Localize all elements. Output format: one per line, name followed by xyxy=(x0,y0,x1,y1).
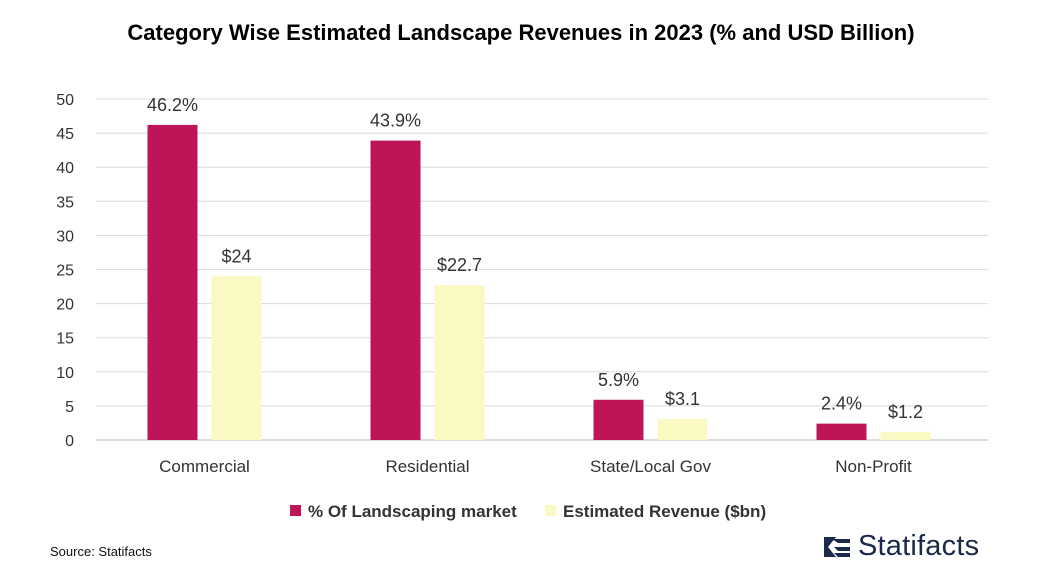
y-tick-label: 5 xyxy=(65,399,74,416)
x-tick-label: State/Local Gov xyxy=(590,457,711,476)
legend-label: Estimated Revenue ($bn) xyxy=(563,502,766,521)
data-labels: 46.2% $24 43.9% $22.7 5.9% $3.1 2.4% $1.2 xyxy=(147,95,923,422)
y-tick-label: 10 xyxy=(56,365,74,382)
data-label: 2.4% xyxy=(821,394,862,414)
bar-market-share xyxy=(816,423,867,440)
brand-name: Statifacts xyxy=(858,530,980,562)
y-axis-ticks: 0 5 10 15 20 25 30 35 40 45 50 xyxy=(56,92,74,450)
bar-revenue xyxy=(211,276,262,440)
brand-logo: Statifacts xyxy=(822,530,979,563)
chart-title: Category Wise Estimated Landscape Revenu… xyxy=(127,20,915,45)
x-tick-label: Residential xyxy=(385,457,469,476)
y-tick-label: 20 xyxy=(56,297,74,314)
y-tick-label: 25 xyxy=(56,263,74,280)
y-tick-label: 40 xyxy=(56,160,74,177)
data-label: $3.1 xyxy=(665,389,700,409)
bar-market-share xyxy=(370,140,421,441)
data-label: 46.2% xyxy=(147,95,198,115)
bar-market-share xyxy=(147,124,198,440)
data-label: 5.9% xyxy=(598,370,639,390)
bars xyxy=(147,124,931,441)
y-tick-label: 15 xyxy=(56,331,74,348)
bar-revenue xyxy=(434,285,485,440)
statifacts-logo-icon xyxy=(824,536,850,557)
y-tick-label: 45 xyxy=(56,126,74,143)
bar-revenue xyxy=(657,418,708,440)
source-note: Source: Statifacts xyxy=(50,544,152,559)
bar-revenue xyxy=(880,431,931,440)
y-tick-label: 30 xyxy=(56,228,74,245)
bar-market-share xyxy=(593,399,644,440)
data-label: 43.9% xyxy=(370,111,421,131)
data-label: $1.2 xyxy=(888,402,923,422)
legend-swatch xyxy=(290,505,301,516)
x-tick-label: Non-Profit xyxy=(835,457,912,476)
y-tick-label: 50 xyxy=(56,92,74,109)
legend: % Of Landscaping market Estimated Revenue… xyxy=(290,502,766,521)
x-tick-label: Commercial xyxy=(159,457,250,476)
y-tick-label: 35 xyxy=(56,194,74,211)
legend-swatch xyxy=(545,505,556,516)
data-label: $22.7 xyxy=(437,255,482,275)
x-axis-ticks: Commercial Residential State/Local Gov Non-… xyxy=(159,457,912,476)
y-tick-label: 0 xyxy=(65,433,74,450)
data-label: $24 xyxy=(221,246,251,266)
legend-label: % Of Landscaping market xyxy=(308,502,517,521)
